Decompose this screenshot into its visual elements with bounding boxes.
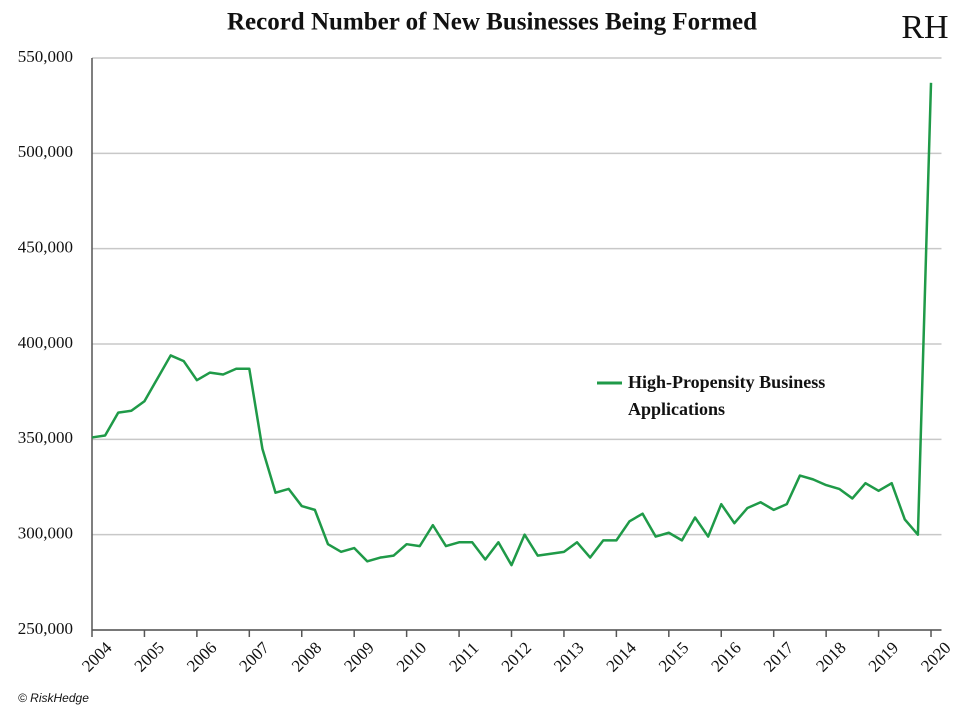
x-tick-label: 2005 — [131, 638, 168, 675]
x-tick-label: 2011 — [445, 638, 482, 675]
y-tick-label: 550,000 — [18, 47, 73, 66]
x-tick-label: 2010 — [393, 638, 430, 675]
y-tick-label: 300,000 — [18, 524, 73, 543]
x-tick-label: 2008 — [288, 638, 325, 675]
x-tick-label: 2006 — [183, 638, 220, 675]
x-tick-label: 2018 — [812, 638, 849, 675]
legend-label: High-Propensity Business Applications — [628, 372, 826, 419]
x-tick-label: 2007 — [235, 638, 273, 676]
x-tick-label: 2009 — [340, 638, 377, 675]
x-tick-label: 2013 — [550, 638, 587, 675]
x-tick-label: 2004 — [78, 638, 116, 676]
y-tick-label: 450,000 — [18, 238, 73, 257]
x-tick-label: 2014 — [603, 638, 641, 676]
x-tick-label: 2015 — [655, 638, 692, 675]
x-tick-label: 2012 — [498, 638, 535, 675]
y-tick-label: 250,000 — [18, 619, 73, 638]
x-tick-label: 2020 — [917, 638, 954, 675]
y-tick-label: 400,000 — [18, 333, 73, 352]
logo: RH — [901, 9, 948, 46]
y-tick-label: 350,000 — [18, 428, 73, 447]
x-tick-label: 2019 — [865, 638, 902, 675]
y-tick-label: 500,000 — [18, 142, 73, 161]
x-tick-label: 2017 — [760, 638, 798, 676]
x-tick-label: 2016 — [707, 638, 744, 675]
data-line — [91, 82, 933, 567]
chart-title: Record Number of New Businesses Being Fo… — [227, 9, 757, 36]
source: © RiskHedge — [18, 691, 89, 705]
